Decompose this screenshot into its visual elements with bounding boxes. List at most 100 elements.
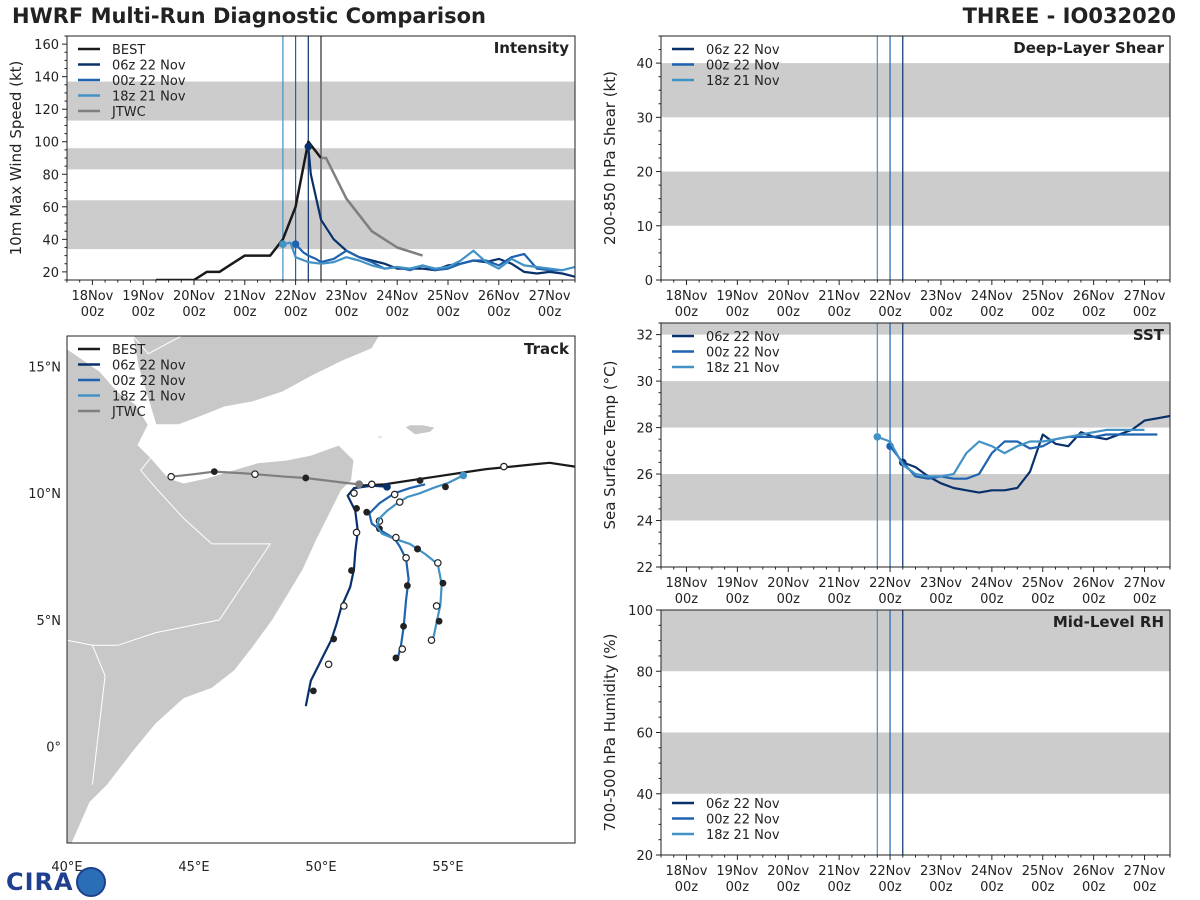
track-marker-open-run00 — [398, 645, 407, 653]
xtick-label-day: 22Nov — [869, 864, 911, 879]
series-line-best — [155, 140, 322, 280]
xtick-label-hour: 00z — [980, 305, 1004, 320]
xtick-label-hour: 00z — [132, 305, 156, 320]
xtick-label-day: 19Nov — [716, 864, 758, 879]
xtick-label-day: 21Nov — [818, 864, 860, 879]
border-kenya — [67, 639, 93, 646]
ytick-label: 32 — [636, 329, 653, 344]
xtick-label-day: 19Nov — [122, 289, 164, 304]
band-rh-1 — [661, 610, 1170, 672]
xtick-label-hour: 00z — [777, 880, 801, 895]
track-start-jtwc — [355, 480, 363, 489]
band-shear-1 — [661, 63, 1170, 118]
ytick-label: 60 — [42, 201, 59, 216]
xtick-label-hour: 00z — [1031, 305, 1055, 320]
track-marker-open-run06 — [352, 528, 361, 537]
series-line-run00 — [889, 433, 1158, 480]
track-marker-open-run18 — [392, 533, 400, 542]
xtick-label-day: 26Nov — [1073, 864, 1115, 879]
legend-label-run00: 00z 22 Nov — [706, 59, 780, 74]
ytick-label: 26 — [636, 468, 653, 483]
xtick-label-day: 26Nov — [478, 289, 520, 304]
band-rh-0 — [661, 732, 1170, 794]
xtick-label-day: 25Nov — [1022, 576, 1064, 591]
track-marker-open-run00 — [402, 554, 410, 562]
legend-label-run06: 06z 22 Nov — [112, 359, 186, 374]
ytick-label: 20 — [636, 849, 653, 864]
legend-label-run18: 18z 21 Nov — [112, 390, 186, 405]
panel-intensity: 2040608010012014016018Nov00z19Nov00z20No… — [7, 35, 576, 320]
track-ytick-label: 15°N — [28, 360, 61, 375]
legend-label-run18: 18z 21 Nov — [706, 74, 780, 89]
ytick-label: 40 — [636, 788, 653, 803]
xtick-label-hour: 00z — [436, 305, 460, 320]
track-marker-filled-jtwc — [210, 468, 218, 476]
ytick-label: 160 — [34, 38, 59, 53]
ytick-label: 20 — [42, 266, 59, 281]
xtick-label-day: 23Nov — [920, 576, 962, 591]
panel-rh: 2040608010018Nov00z19Nov00z20Nov00z21Nov… — [601, 604, 1171, 895]
border-somalia — [91, 457, 272, 785]
band-sst-1 — [661, 381, 1170, 428]
xtick-label-hour: 00z — [878, 880, 902, 895]
panel-sst: 22242628303218Nov00z19Nov00z20Nov00z21No… — [601, 322, 1171, 607]
xtick-label-hour: 00z — [1133, 305, 1157, 320]
track-marker-open-best — [500, 462, 508, 471]
xtick-label-day: 19Nov — [716, 576, 758, 591]
xtick-label-day: 24Nov — [971, 576, 1013, 591]
land-socotra — [403, 424, 437, 436]
track-xtick-label: 50°E — [305, 860, 336, 875]
y-axis-label: 10m Max Wind Speed (kt) — [7, 61, 25, 256]
xtick-label-day: 25Nov — [1022, 289, 1064, 304]
track-marker-open-run18 — [434, 559, 442, 567]
ytick-label: 22 — [636, 561, 653, 576]
track-marker-filled-run18 — [414, 545, 421, 553]
track-ytick-label: 10°N — [28, 487, 61, 502]
legend-label-jtwc: JTWC — [111, 105, 146, 120]
series-marker-run18 — [873, 433, 882, 441]
xtick-label-day: 20Nov — [767, 864, 809, 879]
xtick-label-day: 21Nov — [818, 576, 860, 591]
xtick-label-day: 20Nov — [173, 289, 215, 304]
legend-label-run00: 00z 22 Nov — [706, 813, 780, 828]
xtick-label-hour: 00z — [1031, 880, 1055, 895]
series-line-run06 — [902, 414, 1170, 494]
track-line-best — [359, 461, 575, 487]
xtick-label-day: 21Nov — [818, 289, 860, 304]
track-marker-filled-run06 — [330, 635, 338, 643]
legend-label-run06: 06z 22 Nov — [706, 43, 780, 58]
xtick-label-hour: 00z — [182, 305, 206, 320]
xtick-label-day: 22Nov — [869, 576, 911, 591]
xtick-label-day: 25Nov — [1022, 864, 1064, 879]
ytick-label: 120 — [34, 103, 59, 118]
xtick-label-day: 27Nov — [529, 289, 571, 304]
legend-label-run18: 18z 21 Nov — [112, 90, 186, 105]
legend-label-best: BEST — [112, 43, 145, 58]
ytick-label: 80 — [42, 168, 59, 183]
xtick-label-hour: 00z — [827, 880, 851, 895]
track-marker-open-run06 — [350, 489, 358, 497]
chart-title-right: THREE - IO032020 — [962, 4, 1176, 28]
xtick-label-day: 24Nov — [971, 289, 1013, 304]
xtick-label-day: 25Nov — [427, 289, 469, 304]
xtick-label-hour: 00z — [827, 592, 851, 607]
xtick-label-hour: 00z — [538, 305, 562, 320]
xtick-label-hour: 00z — [386, 305, 410, 320]
ytick-label: 30 — [636, 111, 653, 126]
ytick-label: 30 — [636, 375, 653, 390]
track-marker-open-run06 — [340, 602, 348, 610]
panel-shear: 01020304018Nov00z19Nov00z20Nov00z21Nov00… — [601, 35, 1171, 320]
xtick-label-hour: 00z — [777, 305, 801, 320]
xtick-label-day: 20Nov — [767, 576, 809, 591]
track-line-run18 — [375, 474, 464, 644]
track-marker-open-run18 — [427, 636, 436, 645]
land-africa — [67, 348, 355, 843]
track-marker-open-run00 — [390, 490, 399, 499]
xtick-label-hour: 00z — [777, 592, 801, 607]
panel-title: Track — [524, 340, 570, 358]
legend-label-run06: 06z 22 Nov — [112, 59, 186, 74]
xtick-label-day: 19Nov — [716, 289, 758, 304]
track-marker-open-run06 — [324, 660, 333, 669]
band-sst-0 — [661, 474, 1170, 521]
